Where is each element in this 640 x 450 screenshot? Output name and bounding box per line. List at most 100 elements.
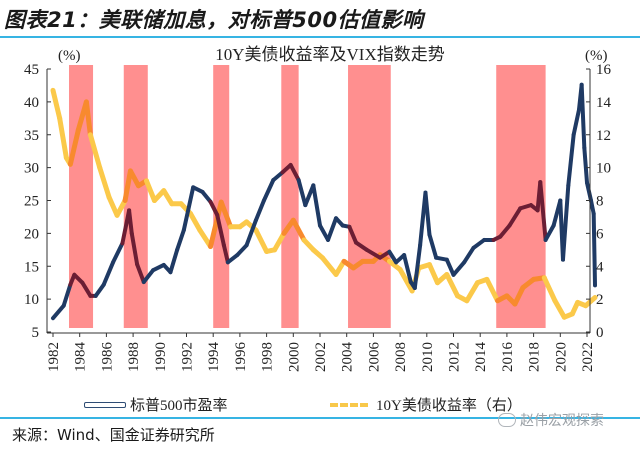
yield-line-segment [464,280,481,304]
pe-line-segment [462,245,476,265]
x-tick-label: 2008 [393,342,409,372]
pe-line-segment [127,208,134,236]
left-tick-label: 10 [24,292,39,308]
left-tick-label: 25 [24,194,39,210]
yield-line-segment [541,275,558,304]
x-tick-label: 1994 [206,342,222,373]
x-tick-label: 2022 [580,342,596,372]
right-axis-unit: (%) [585,48,608,64]
pe-line-segment [311,183,322,228]
pe-line-segment [296,178,308,208]
pe-line-segment [51,303,66,321]
chart: 5 10 15 20 25 30 35 40 45 0 2 4 6 8 10 12 14 16 1982 1984 19… [24,45,612,372]
pe-line-segment [200,189,213,204]
x-tick-label: 2000 [286,342,302,372]
x-tick-label: 2002 [313,342,329,372]
yield-line-segment [188,211,203,233]
pe-line-segment [498,223,512,239]
pe-line-segment [271,170,285,183]
hike-band [281,65,299,328]
pe-line-segment [261,178,276,203]
yield-line-segment [484,276,501,304]
x-tick-label: 2006 [366,342,382,373]
yield-line-segment [161,188,175,207]
pe-line-segment [61,282,73,308]
yield-line-segment [397,267,415,294]
pe-line-segment [444,257,456,277]
yield-line-segment [87,132,103,171]
right-tick-label: 6 [596,226,604,242]
watermark: 赵伟宏观探索 [498,410,604,430]
pe-line-segment [253,198,266,223]
legend-item-yield: 10Y美债收益率（右） [330,394,522,415]
right-tick-label: 8 [596,194,604,210]
yield-line-segment [290,217,307,243]
pe-line-segment [560,183,571,262]
hike-band [348,65,391,328]
wechat-icon [498,413,516,427]
left-tick-label: 15 [24,259,39,275]
pe-line-segment [543,223,556,242]
hike-band [213,65,230,328]
pe-line-segment [364,247,383,260]
pe-line-segment [471,237,487,250]
pe-line-segment [354,240,369,252]
pe-line-segment [168,247,180,275]
legend-item-pe: 标普500市盈率 [84,394,228,415]
x-tick-label: 1986 [99,342,115,373]
x-tick-label: 1988 [126,342,142,372]
pe-line-segment [318,223,331,242]
right-tick-label: 4 [596,259,604,275]
pe-line-segment [244,218,258,248]
source-note: 来源：Wind、国金证券研究所 [12,426,215,444]
bottom-rule [0,417,640,419]
x-tick-label: 2004 [340,342,356,373]
x-tick-label: 1984 [73,342,89,373]
legend-label-pe: 标普500市盈率 [130,398,228,414]
right-tick-label: 14 [596,95,612,111]
pe-line-segment [387,249,399,265]
x-tick-label: 1990 [153,342,169,372]
right-tick-label: 2 [596,292,604,308]
yield-line-segment [320,255,339,277]
pe-line-segment [221,243,230,265]
left-tick-label: 45 [24,62,39,78]
pe-line-segment [566,132,576,188]
yield-line-segment [253,227,270,254]
x-tick-label: 2020 [553,342,569,372]
left-axis-unit: (%) [58,48,81,64]
pe-line-segment [215,212,226,248]
pe-line-segment [423,190,432,237]
x-tick-label: 2016 [500,342,516,373]
pe-line-segment [288,162,301,183]
left-tick-label: 30 [24,161,39,177]
pe-line-segment [111,241,125,265]
pe-line-segment [208,199,220,217]
yield-line-segment [67,127,81,167]
legend-swatch-pe [84,401,126,408]
x-tick-label: 1992 [180,342,196,372]
yield-line-segment [426,262,440,286]
legend: 标普500市盈率 10Y美债收益率（右） [0,394,640,414]
right-tick-label: 0 [596,325,604,341]
pe-line-segment [507,206,523,228]
pe-line-segment [101,260,116,287]
yield-line-segment [272,230,287,253]
pe-line-segment [402,253,413,285]
hike-bands [69,65,546,328]
pe-line-segment [326,216,339,242]
left-tick-label: 35 [24,128,39,144]
pe-line-segment [347,224,359,245]
x-tick-label: 2018 [527,342,543,372]
figure-title: 图表21：美联储加息，对标普500估值影响 [4,8,424,32]
pe-line-segment [181,185,196,233]
yield-line-segment [552,298,567,320]
yield-line-segment [114,198,128,218]
yield-line-segment [106,194,120,218]
left-tick-label: 40 [24,95,39,111]
pe-line-segment [427,232,439,260]
legend-label-yield: 10Y美债收益率（右） [376,398,522,414]
yield-line-segment [97,165,112,200]
axes: 5 10 15 20 25 30 35 40 45 0 2 4 6 8 10 12 14 16 1982 1984 19… [24,62,612,372]
right-tick-label: 10 [596,161,611,177]
